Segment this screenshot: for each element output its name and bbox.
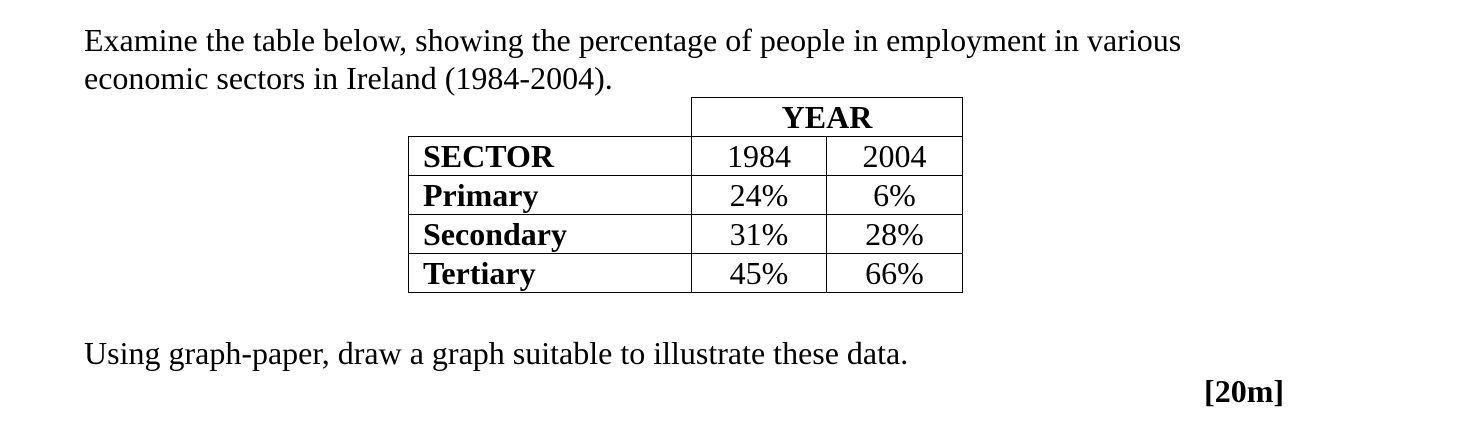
value-2004: 28%: [826, 214, 963, 254]
value-1984: 45%: [691, 253, 827, 293]
value-1984: 31%: [691, 214, 827, 254]
table-row-secondary: Secondary 31% 28%: [408, 214, 963, 254]
value-1984: 24%: [691, 175, 827, 215]
value-2004: 6%: [826, 175, 963, 215]
table-row-primary: Primary 24% 6%: [408, 175, 963, 215]
table-row-tertiary: Tertiary 45% 66%: [408, 253, 963, 293]
column-header-row: SECTOR 1984 2004: [408, 136, 963, 176]
blank-corner-cell: [408, 97, 692, 137]
sector-name: Tertiary: [408, 253, 692, 293]
year-header: YEAR: [691, 97, 963, 137]
year-1984-header: 1984: [691, 136, 827, 176]
value-2004: 66%: [826, 253, 963, 293]
sector-header: SECTOR: [408, 136, 692, 176]
marks-label: [20m]: [1204, 373, 1284, 409]
question-instruction: Using graph-paper, draw a graph suitable…: [84, 335, 909, 371]
sector-name: Secondary: [408, 214, 692, 254]
intro-line-2: economic sectors in Ireland (1984-2004).: [84, 60, 613, 96]
intro-line-1: Examine the table below, showing the per…: [84, 22, 1182, 58]
sector-name: Primary: [408, 175, 692, 215]
year-2004-header: 2004: [826, 136, 963, 176]
question-intro: Examine the table below, showing the per…: [84, 21, 1384, 97]
year-header-row: YEAR: [408, 97, 963, 137]
employment-table: YEAR SECTOR 1984 2004 Primary 24% 6% Sec…: [408, 97, 963, 293]
